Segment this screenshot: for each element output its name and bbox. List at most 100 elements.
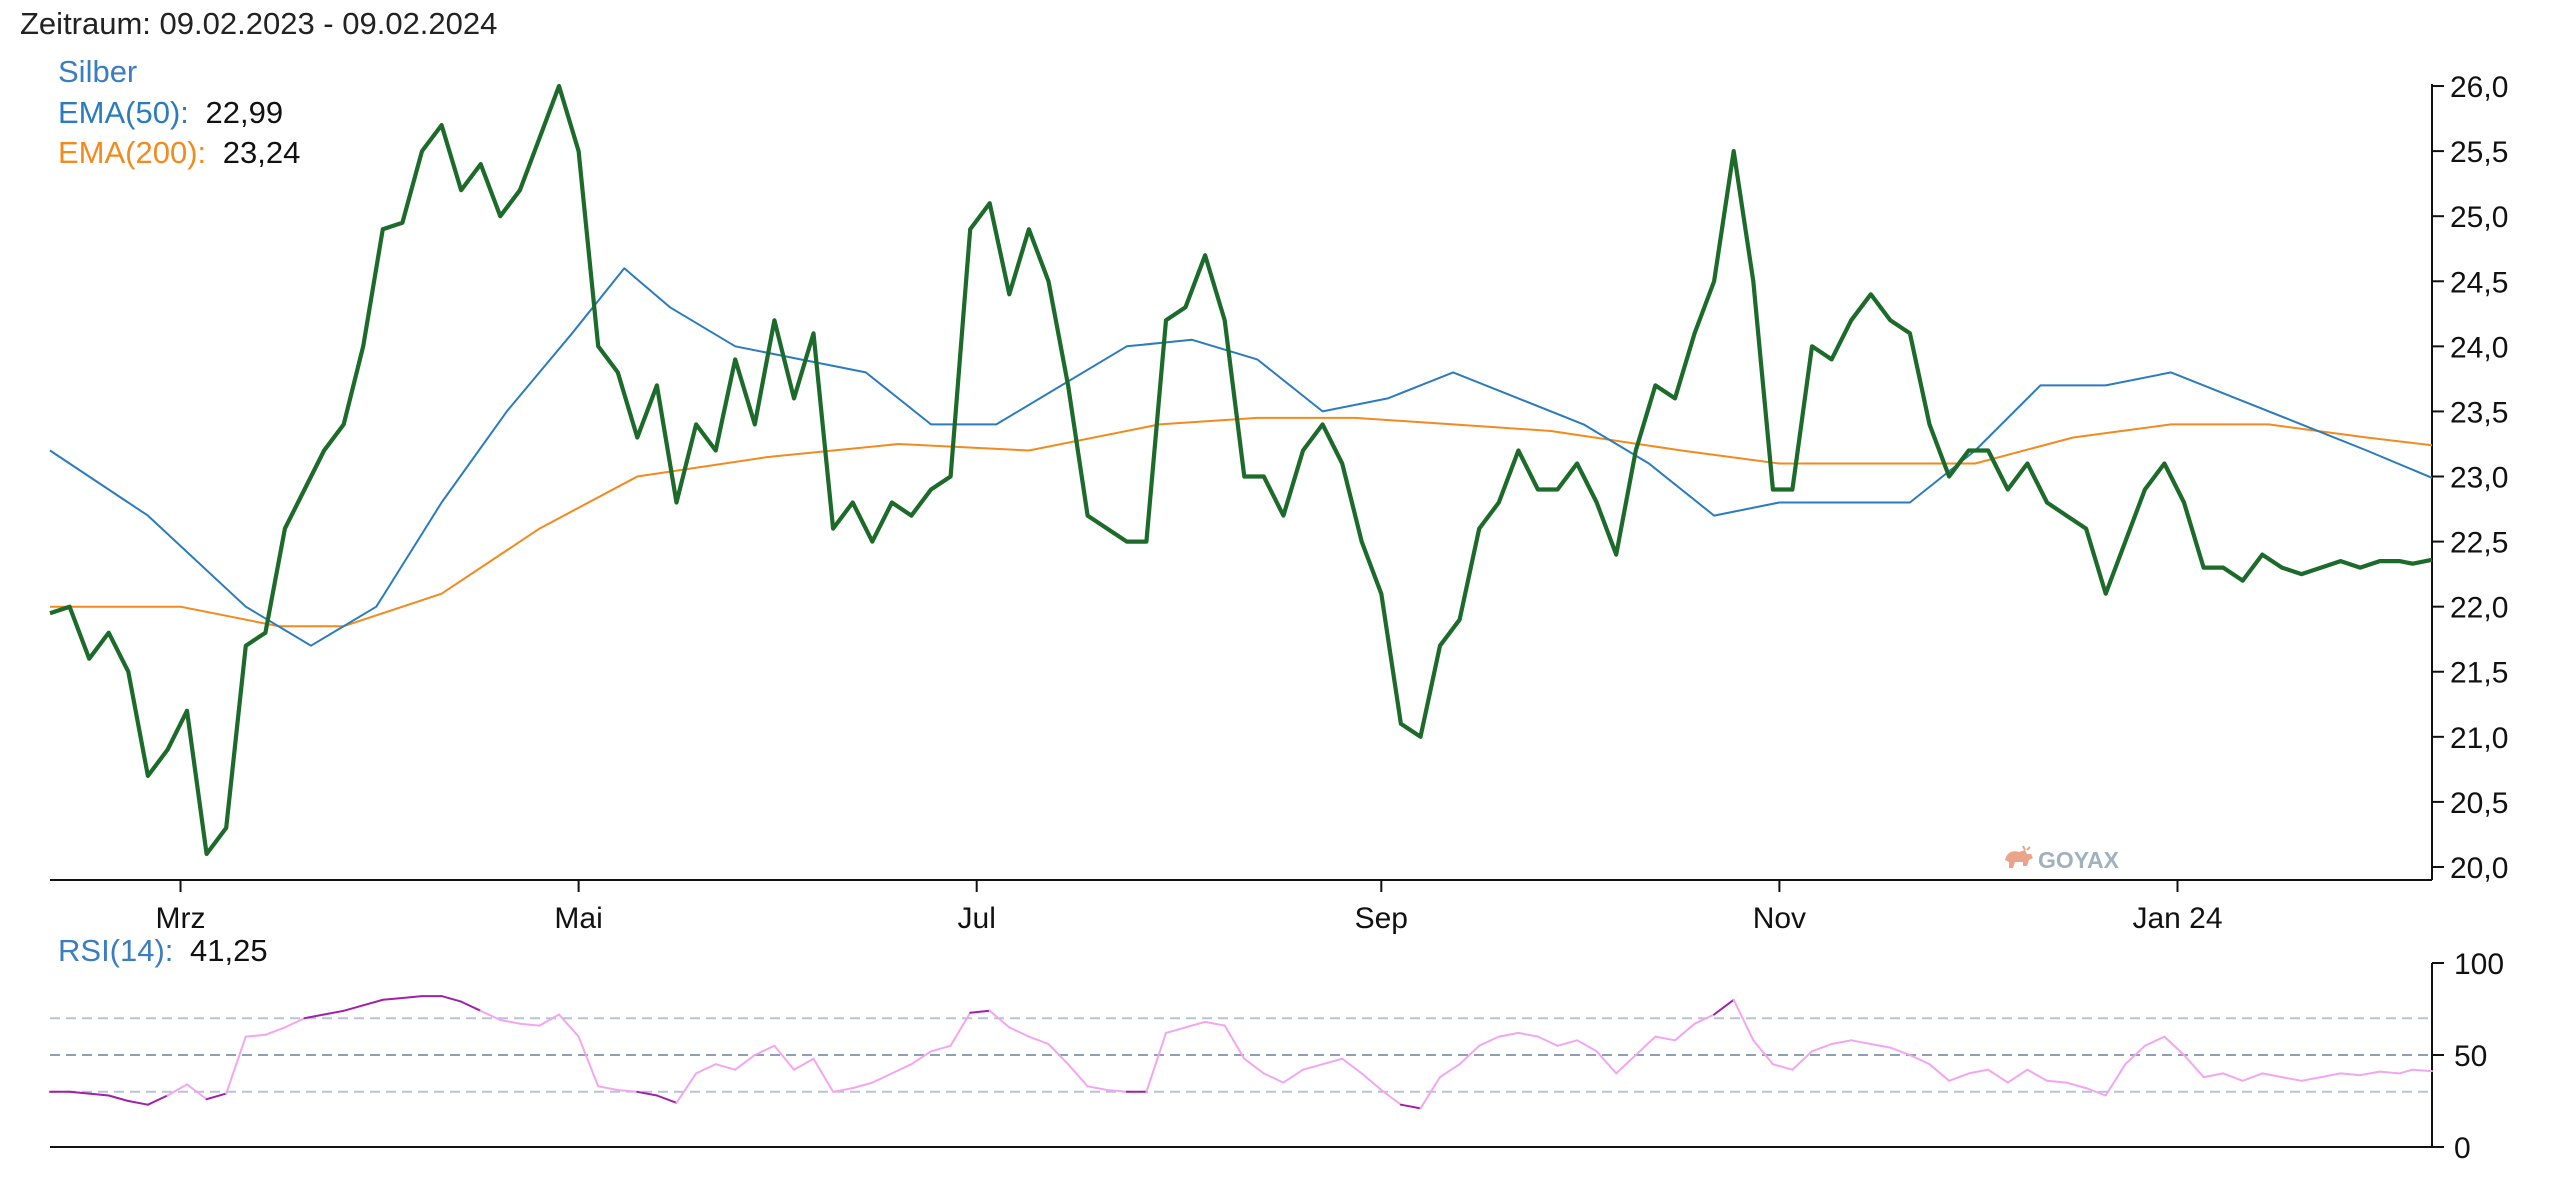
rsi-line-segment (1889, 1046, 1911, 1056)
rsi-line-segment (1987, 1068, 2009, 1084)
period-label: Zeitraum: 09.02.2023 - 09.02.2024 (20, 6, 497, 41)
rsi-line-segment (812, 1057, 835, 1093)
rsi-line-segment (2222, 1072, 2244, 1082)
rsi-line-segment (2359, 1070, 2381, 1077)
rsi-line-segment (1321, 1057, 1344, 1066)
price-y-tick-label: 20,5 (2450, 787, 2508, 820)
rsi-line-segment (1967, 1068, 1990, 1075)
rsi-line-segment (1204, 1020, 1226, 1027)
rsi-line-segment (381, 997, 404, 1001)
rsi-line-segment (2065, 1081, 2088, 1090)
price-y-tick-label: 20,0 (2450, 852, 2508, 885)
rsi-line-segment (2300, 1076, 2323, 1082)
rsi-line-segment (1086, 1085, 1109, 1091)
ema50-legend-label: EMA(50): (58, 95, 189, 130)
rsi-line-segment (225, 1035, 247, 1095)
rsi-legend-label: RSI(14): (58, 933, 173, 968)
rsi-line-segment (1615, 1054, 1637, 1075)
ema50-legend: EMA(50): 22,99 (58, 95, 283, 130)
rsi-chart-ticks: 0 50 100 (2432, 948, 2504, 1165)
rsi-line-segment (1830, 1039, 1853, 1045)
rsi-line-segment (342, 1004, 365, 1012)
rsi-line-segment (2280, 1076, 2303, 1082)
rsi-legend: RSI(14): 41,25 (58, 933, 268, 968)
rsi-legend-value: 41,25 (190, 933, 268, 968)
rsi-line-segment (518, 1022, 541, 1027)
rsi-line-segment (734, 1054, 756, 1071)
rsi-line-segment (1223, 1024, 1246, 1060)
price-y-tick-label: 25,5 (2450, 136, 2508, 169)
rsi-line-segment (1008, 1026, 1030, 1038)
rsi-line-segment (1732, 998, 1755, 1042)
rsi-line-segment (2163, 1035, 2185, 1056)
rsi-line-segment (773, 1044, 795, 1071)
rsi-line-segment (1556, 1039, 1579, 1047)
price-y-tick-label: 25,0 (2450, 201, 2508, 234)
rsi-line-segment (1478, 1035, 1500, 1047)
rsi-line-segment (1243, 1057, 1265, 1075)
rsi-line-segment (2124, 1044, 2146, 1066)
rsi-line-segment (655, 1094, 678, 1104)
rsi-line-segment (1027, 1035, 1050, 1045)
price-chart-ticks: 20,0 20,5 21,0 21,5 22,0 22,5 23,0 23,5 24,0 24,5… (156, 71, 2509, 935)
ema200-line (50, 416, 2433, 628)
price-y-tick-label: 21,5 (2450, 657, 2508, 690)
price-x-tick-label: Mrz (156, 902, 206, 935)
rsi-line-segment (2104, 1063, 2127, 1097)
rsi-line-segment (1517, 1031, 1539, 1038)
rsi-line-segment (2202, 1072, 2225, 1079)
rsi-line-segment (1145, 1031, 1167, 1093)
rsi-line-segment (930, 1044, 952, 1053)
rsi-line-segment (362, 998, 384, 1007)
rsi-line-segment (949, 1011, 972, 1047)
rsi-line-segment (1791, 1050, 1813, 1071)
price-x-tick-label: Sep (1355, 902, 1408, 935)
rsi-line-segment (323, 1009, 345, 1016)
rsi-line-segment (499, 1019, 521, 1025)
rsi-line-segment (68, 1090, 91, 1095)
rsi-line-segment (2026, 1068, 2048, 1082)
rsi-line-segment (1106, 1089, 1128, 1093)
price-y-tick-label: 22,0 (2450, 592, 2508, 625)
ema50-line (49, 267, 2433, 647)
rsi-line-segment (753, 1044, 776, 1056)
rsi-line-segment (558, 1013, 580, 1038)
rsi-line-segment (2378, 1070, 2401, 1075)
ema200-legend: EMA(200): 23,24 (58, 135, 300, 170)
rsi-line-segment (2339, 1072, 2362, 1077)
rsi-line-segment (1282, 1068, 1304, 1084)
rsi-line-segment (1067, 1063, 1089, 1088)
rsi-line-segment (597, 1085, 619, 1091)
rsi-line-segment (793, 1057, 815, 1071)
price-chart-series (49, 83, 2433, 857)
price-y-tick-label: 23,0 (2450, 462, 2508, 495)
rsi-line-segment (1674, 1022, 1696, 1042)
rsi-line-segment (2261, 1072, 2283, 1079)
rsi-line-segment (1595, 1050, 1618, 1075)
rsi-line-segment (479, 1009, 502, 1021)
price-line (49, 83, 2433, 857)
price-y-tick-label: 26,0 (2450, 71, 2508, 104)
price-y-tick-label: 24,0 (2450, 331, 2508, 364)
rsi-line-segment (538, 1013, 560, 1027)
rsi-line-segment (1908, 1054, 1931, 1066)
rsi-line-segment (1693, 1013, 1716, 1025)
price-x-tick-label: Mai (554, 902, 602, 935)
ema200-legend-label: EMA(200): (58, 135, 206, 170)
rsi-line-segment (1380, 1089, 1402, 1106)
rsi-line-segment (577, 1035, 600, 1088)
price-x-tick-label: Jan 24 (2132, 902, 2222, 935)
rsi-line-segment (1713, 998, 1735, 1016)
price-y-tick-label: 24,5 (2450, 266, 2508, 299)
rsi-line-segment (1869, 1043, 1892, 1049)
rsi-line-segment (969, 1009, 991, 1014)
goyax-watermark: GOYAX (2005, 845, 2120, 873)
rsi-line-segment (1654, 1035, 1676, 1042)
price-y-tick-label: 23,5 (2450, 396, 2508, 429)
rsi-y-tick-label: 50 (2454, 1040, 2487, 1073)
rsi-line-segment (695, 1063, 717, 1075)
rsi-line-segment (2046, 1079, 2068, 1084)
rsi-line-segment (910, 1050, 932, 1066)
rsi-line-segment (2183, 1054, 2205, 1079)
